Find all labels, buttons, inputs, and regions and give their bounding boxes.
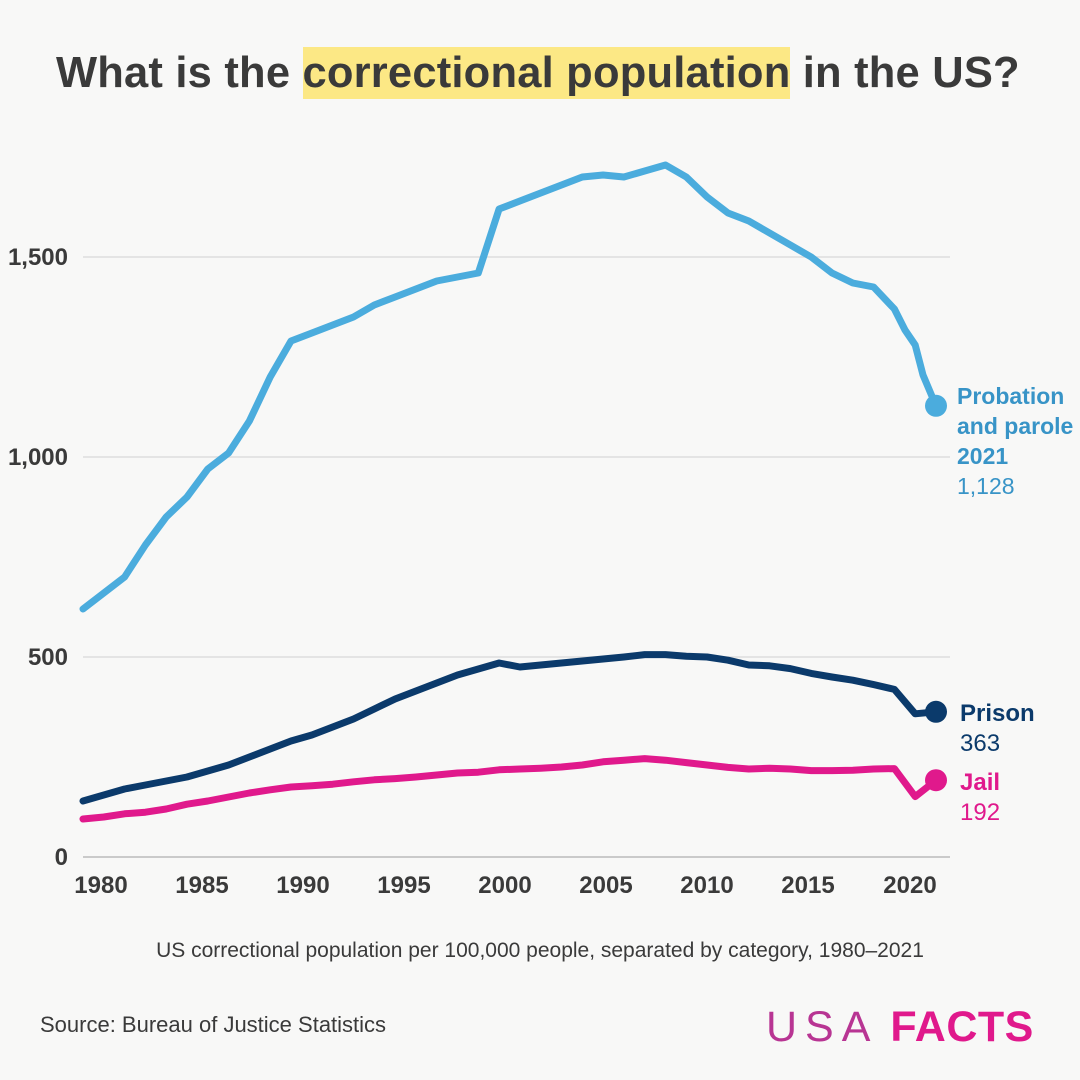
svg-text:1995: 1995: [377, 872, 430, 899]
svg-text:2020: 2020: [883, 872, 936, 899]
svg-text:0: 0: [55, 844, 68, 871]
svg-text:1990: 1990: [276, 872, 329, 899]
svg-text:2010: 2010: [680, 872, 733, 899]
svg-text:500: 500: [28, 644, 68, 671]
svg-text:1,000: 1,000: [8, 444, 68, 471]
svg-text:1985: 1985: [175, 872, 228, 899]
svg-text:2015: 2015: [781, 872, 834, 899]
svg-text:1980: 1980: [74, 872, 127, 899]
svg-text:2000: 2000: [478, 872, 531, 899]
svg-text:1,500: 1,500: [8, 244, 68, 271]
svg-text:2005: 2005: [579, 872, 632, 899]
